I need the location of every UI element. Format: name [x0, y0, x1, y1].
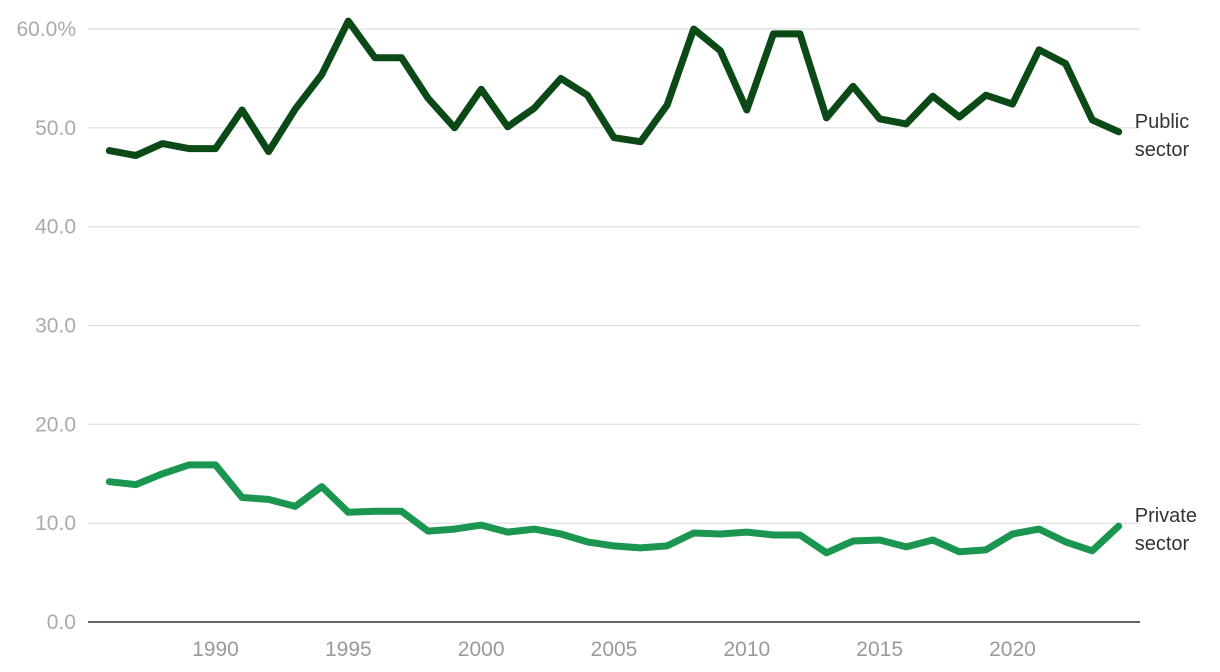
y-tick-label: 50.0	[35, 117, 76, 140]
series-label-public-sector: sector	[1135, 139, 1190, 161]
x-tick-label: 2005	[591, 638, 638, 661]
x-tick-label: 2000	[458, 638, 505, 661]
x-tick-label: 2020	[989, 638, 1036, 661]
y-tick-label: 20.0	[35, 413, 76, 436]
series-line-public-sector	[105, 17, 1123, 159]
series-label-private-sector: sector	[1135, 533, 1190, 555]
y-tick-label: 40.0	[35, 216, 76, 239]
y-tick-label: 60.0%	[16, 18, 76, 41]
y-tick-label: 30.0	[35, 315, 76, 338]
series-line-private-sector	[105, 461, 1123, 557]
x-tick-label: 2015	[856, 638, 903, 661]
gridlines	[88, 28, 1140, 524]
x-tick-label: 1995	[325, 638, 372, 661]
axes: 0.0 10.0 20.0 30.0 40.0 50.0 60.0% 1990 1995 2000…	[16, 18, 1140, 661]
series-lines	[105, 17, 1123, 557]
series-label-public-sector: Public	[1135, 111, 1189, 133]
y-tick-label: 0.0	[47, 611, 76, 634]
series-label-private-sector: Private	[1135, 505, 1197, 527]
x-tick-label: 2010	[723, 638, 770, 661]
x-tick-label: 1990	[192, 638, 239, 661]
series-labels: Public sector Private sector	[1135, 111, 1197, 555]
y-tick-label: 10.0	[35, 512, 76, 535]
